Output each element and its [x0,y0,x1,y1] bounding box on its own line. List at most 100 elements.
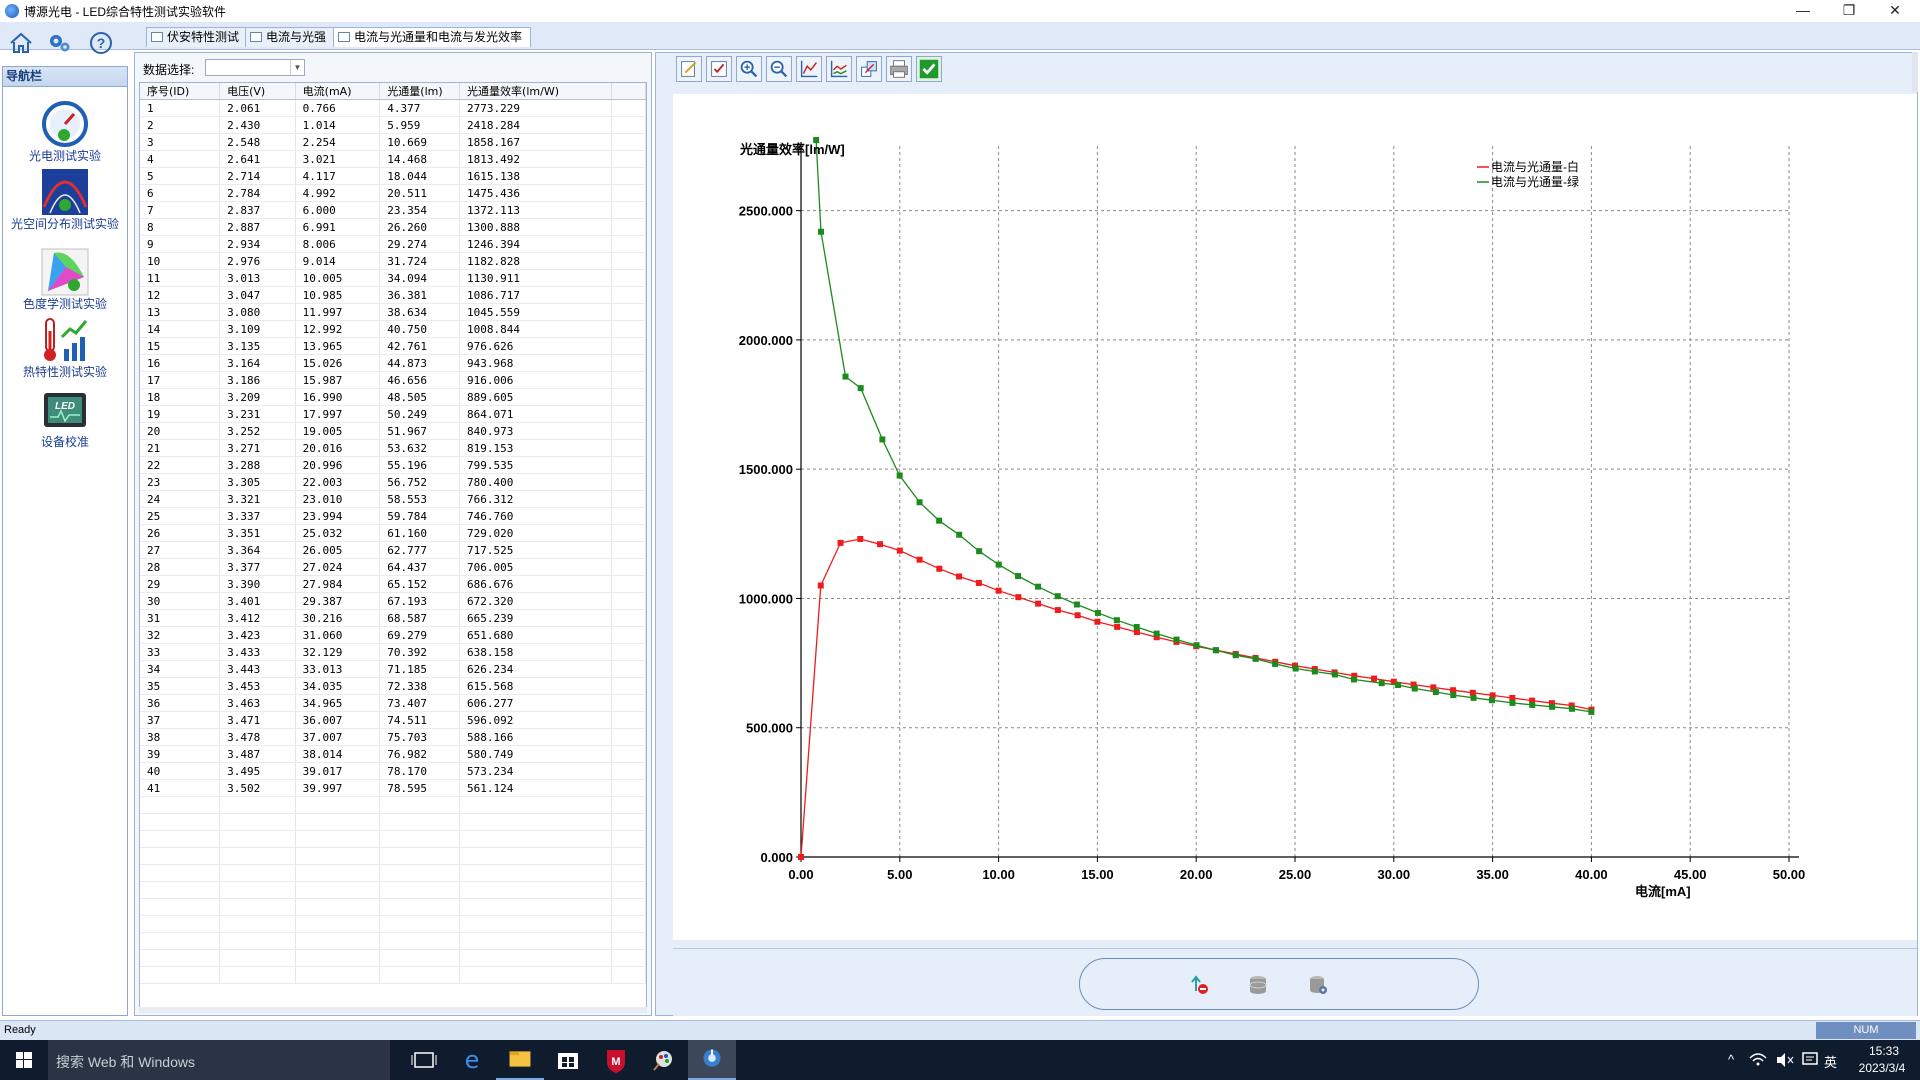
table-row[interactable]: 28 3.377 27.024 64.437 706.005 [140,558,646,576]
table-row[interactable]: 29 3.390 27.984 65.152 686.676 [140,575,646,593]
tab-iv-test[interactable]: 伏安特性测试 [146,27,249,47]
table-row[interactable]: 14 3.109 12.992 40.750 1008.844 [140,320,646,338]
usb-disconnect-icon[interactable] [1188,974,1210,996]
zoom-in-icon[interactable] [736,56,762,82]
search-box[interactable]: 搜索 Web 和 Windows [48,1040,390,1080]
column-header[interactable]: 电流(mA) [295,83,381,100]
task-view-icon[interactable] [400,1040,448,1080]
edge-icon[interactable]: e [448,1040,496,1080]
table-row[interactable]: 38 3.478 37.007 75.703 588.166 [140,728,646,746]
edit-icon[interactable] [676,56,702,82]
line-chart-icon[interactable] [826,56,852,82]
table-row[interactable]: 26 3.351 25.032 61.160 729.020 [140,524,646,542]
database-settings-icon[interactable] [1307,974,1329,996]
wifi-icon[interactable] [1746,1040,1770,1080]
table-row[interactable]: 17 3.186 15.987 46.656 916.006 [140,371,646,389]
help-icon[interactable]: ? [88,30,114,56]
table-row[interactable]: 25 3.337 23.994 59.784 746.760 [140,507,646,525]
column-header[interactable]: 序号(ID) [140,83,221,100]
tab-current-intensity[interactable]: 电流与光强 [245,27,336,47]
table-row[interactable]: 35 3.453 34.035 72.338 615.568 [140,677,646,695]
table-row[interactable]: 21 3.271 20.016 53.632 819.153 [140,439,646,457]
home-icon[interactable] [8,30,34,56]
chevron-down-icon[interactable]: ▼ [290,60,304,75]
table-row[interactable]: 16 3.164 15.026 44.873 943.968 [140,354,646,372]
close-button[interactable]: ✕ [1889,2,1901,18]
vertical-scrollbar[interactable] [1912,52,1918,92]
table-row[interactable]: 10 2.976 9.014 31.724 1182.828 [140,252,646,270]
zoom-out-icon[interactable] [766,56,792,82]
tray-chevron-up-icon[interactable]: ^ [1728,1052,1735,1067]
axis-chart-icon[interactable] [796,56,822,82]
volume-muted-icon[interactable] [1772,1040,1796,1080]
table-row[interactable] [140,830,646,848]
table-row[interactable] [140,864,646,882]
table-row[interactable] [140,898,646,916]
table-row[interactable]: 4 2.641 3.021 14.468 1813.492 [140,150,646,168]
table-row[interactable] [140,881,646,899]
table-row[interactable]: 3 2.548 2.254 10.669 1858.167 [140,133,646,151]
notifications-icon[interactable] [1798,1040,1822,1080]
table-row[interactable]: 23 3.305 22.003 56.752 780.400 [140,473,646,491]
store-icon[interactable] [544,1040,592,1080]
table-row[interactable]: 2 2.430 1.014 5.959 2418.284 [140,116,646,134]
data-select-dropdown[interactable]: ▼ [205,59,305,76]
table-row[interactable] [140,796,646,814]
minimize-button[interactable]: — [1796,2,1810,18]
table-row[interactable] [140,949,646,967]
column-header[interactable]: 光通量(lm) [379,83,461,100]
nav-item-photoelectric-test[interactable]: 光电测试实验 [3,99,127,163]
table-row[interactable]: 5 2.714 4.117 18.044 1615.138 [140,167,646,185]
table-row[interactable] [140,847,646,865]
table-row[interactable]: 6 2.784 4.992 20.511 1475.436 [140,184,646,202]
database-icon[interactable] [1247,974,1269,996]
nav-item-calibration[interactable]: LED 设备校准 [3,385,127,449]
checklist-icon[interactable] [706,56,732,82]
table-row[interactable]: 15 3.135 13.965 42.761 976.626 [140,337,646,355]
table-row[interactable]: 8 2.887 6.991 26.260 1300.888 [140,218,646,236]
windows-start-icon[interactable] [0,1040,48,1080]
table-row[interactable]: 31 3.412 30.216 68.587 665.239 [140,609,646,627]
table-row[interactable] [140,966,646,984]
print-icon[interactable] [886,56,912,82]
table-row[interactable]: 33 3.433 32.129 70.392 638.158 [140,643,646,661]
table-row[interactable]: 37 3.471 36.007 74.511 596.092 [140,711,646,729]
file-explorer-icon[interactable] [496,1040,544,1080]
table-row[interactable]: 11 3.013 10.005 34.094 1130.911 [140,269,646,287]
nav-item-spatial-distribution[interactable]: 光空间分布测试实验 [3,167,127,231]
table-row[interactable]: 12 3.047 10.985 36.381 1086.717 [140,286,646,304]
table-row[interactable]: 20 3.252 19.005 51.967 840.973 [140,422,646,440]
table-row[interactable]: 1 2.061 0.766 4.377 2773.229 [140,99,646,117]
led-software-app-icon[interactable] [688,1040,736,1080]
confirm-check-icon[interactable] [916,56,942,82]
nav-item-colorimetry[interactable]: 色度学测试实验 [3,247,127,311]
settings-icon[interactable] [46,30,72,56]
mcafee-icon[interactable]: M [592,1040,640,1080]
nav-item-thermal[interactable]: 热特性测试实验 [3,315,127,379]
tab-flux-efficiency[interactable]: 电流与光通量和电流与发光效率 [333,27,532,47]
maximize-button[interactable]: ❐ [1842,2,1856,18]
table-row[interactable] [140,932,646,950]
input-language[interactable]: 英 [1824,1055,1838,1070]
table-row[interactable]: 7 2.837 6.000 23.354 1372.113 [140,201,646,219]
table-row[interactable]: 39 3.487 38.014 76.982 580.749 [140,745,646,763]
clock-time[interactable]: 15:33 [1868,1044,1900,1058]
table-row[interactable]: 19 3.231 17.997 50.249 864.071 [140,405,646,423]
table-row[interactable]: 32 3.423 31.060 69.279 651.680 [140,626,646,644]
paint-icon[interactable] [640,1040,688,1080]
table-row[interactable]: 18 3.209 16.990 48.505 889.605 [140,388,646,406]
column-header[interactable]: 光通量效率(lm/W) [459,83,613,100]
clock-date[interactable]: 2023/3/4 [1858,1061,1906,1075]
horizontal-scrollbar[interactable] [139,1007,647,1013]
table-row[interactable] [140,813,646,831]
table-row[interactable]: 40 3.495 39.017 78.170 573.234 [140,762,646,780]
table-row[interactable]: 24 3.321 23.010 58.553 766.312 [140,490,646,508]
table-row[interactable]: 30 3.401 29.387 67.193 672.320 [140,592,646,610]
table-row[interactable]: 22 3.288 20.996 55.196 799.535 [140,456,646,474]
table-row[interactable]: 9 2.934 8.006 29.274 1246.394 [140,235,646,253]
export-icon[interactable] [856,56,882,82]
column-header[interactable]: 电压(V) [219,83,296,100]
table-row[interactable] [140,915,646,933]
table-row[interactable]: 27 3.364 26.005 62.777 717.525 [140,541,646,559]
table-row[interactable]: 13 3.080 11.997 38.634 1045.559 [140,303,646,321]
